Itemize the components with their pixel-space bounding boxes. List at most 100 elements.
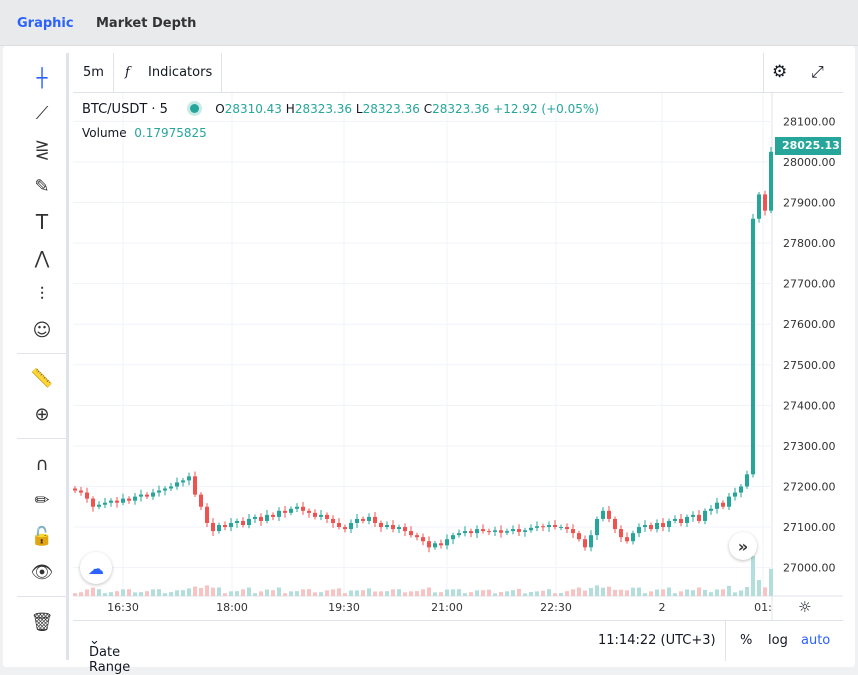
candle-body bbox=[751, 218, 755, 475]
candle-body bbox=[103, 502, 107, 505]
emoji-icon[interactable]: ☺ bbox=[32, 319, 52, 341]
candle-body bbox=[763, 194, 767, 211]
eye-icon[interactable]: 👁 bbox=[30, 561, 54, 583]
candle-body bbox=[469, 531, 473, 534]
candle-body bbox=[607, 510, 611, 519]
volume-bar bbox=[457, 589, 461, 596]
candle-body bbox=[415, 535, 419, 538]
candle-body bbox=[673, 518, 677, 521]
volume-bar bbox=[175, 590, 179, 596]
settings-icon[interactable]: ⚙ bbox=[772, 62, 788, 82]
volume-bar bbox=[637, 587, 641, 596]
volume-bar bbox=[193, 586, 197, 596]
fullscreen-icon[interactable]: ⤢ bbox=[811, 62, 824, 81]
trash-icon[interactable]: 🗑 bbox=[30, 611, 54, 633]
volume-bar bbox=[265, 589, 269, 596]
candle-body bbox=[517, 529, 521, 532]
volume-bar bbox=[727, 585, 731, 596]
candle-body bbox=[73, 488, 77, 491]
candle-body bbox=[679, 518, 683, 523]
candle-body bbox=[361, 518, 365, 521]
volume-bar bbox=[523, 593, 527, 596]
price-tick: 28100.00 bbox=[783, 115, 836, 128]
volume-bar bbox=[103, 593, 107, 596]
log-toggle[interactable]: log bbox=[768, 633, 788, 648]
volume-bar bbox=[367, 588, 371, 596]
candle-body bbox=[757, 194, 761, 219]
volume-bar bbox=[235, 591, 239, 596]
volume-bar bbox=[505, 591, 509, 596]
price-tick: 27300.00 bbox=[783, 440, 836, 453]
unlock-icon[interactable]: 🔓 bbox=[30, 525, 54, 547]
volume-bar bbox=[685, 589, 689, 596]
candle-body bbox=[373, 516, 377, 523]
percent-toggle[interactable]: % bbox=[740, 633, 753, 648]
volume-bar bbox=[571, 589, 575, 596]
volume-bar bbox=[139, 592, 143, 596]
volume-bar bbox=[529, 592, 533, 596]
candle-body bbox=[649, 525, 653, 530]
candle-body bbox=[577, 533, 581, 540]
time-tick: 16:30 bbox=[107, 601, 139, 614]
crosshair-icon[interactable]: ┼ bbox=[36, 67, 48, 89]
prediction-icon[interactable]: ⫶ bbox=[39, 283, 45, 305]
volume-bar bbox=[85, 589, 89, 596]
text-tool-icon[interactable]: T bbox=[35, 210, 49, 234]
tab-market-depth[interactable]: Market Depth bbox=[96, 16, 197, 31]
axis-settings-icon[interactable]: ☼ bbox=[798, 598, 812, 616]
volume-bar bbox=[631, 587, 635, 596]
volume-bar bbox=[355, 590, 359, 596]
price-chart[interactable]: 28100.00 28000.00 27900.00 27800.00 27700.00… bbox=[73, 93, 843, 620]
time-tick: 21:00 bbox=[431, 601, 463, 614]
last-price-tag: 28025.13 bbox=[775, 137, 841, 155]
candle-body bbox=[313, 512, 317, 517]
volume-bar bbox=[475, 590, 479, 596]
candle-body bbox=[601, 510, 605, 519]
interval-button[interactable]: 5m bbox=[83, 65, 104, 80]
brush-icon[interactable]: ✎ bbox=[34, 175, 50, 197]
volume-bar bbox=[115, 591, 119, 596]
candle-body bbox=[571, 529, 575, 534]
lock-drawings-icon[interactable]: ✏ bbox=[34, 489, 50, 511]
tab-graphic[interactable]: Graphic bbox=[17, 16, 74, 31]
fib-tool-icon[interactable]: ⋛ bbox=[34, 139, 50, 161]
volume-bar bbox=[607, 586, 611, 596]
auto-toggle[interactable]: auto bbox=[801, 633, 831, 648]
trend-line-icon[interactable]: ⟋ bbox=[35, 102, 49, 124]
indicators-button[interactable]: Indicators bbox=[148, 65, 213, 80]
volume-bar bbox=[421, 589, 425, 596]
volume-bar bbox=[73, 593, 77, 596]
candle-body bbox=[229, 522, 233, 528]
logo-button[interactable]: ☁ bbox=[80, 552, 112, 584]
candle-body bbox=[691, 514, 695, 517]
candle-body bbox=[271, 514, 275, 517]
candle-body bbox=[355, 518, 359, 523]
date-range-button[interactable]: Date Range ⌄ bbox=[89, 633, 131, 675]
volume-bar bbox=[541, 590, 545, 596]
volume-bar bbox=[403, 592, 407, 596]
candle-body bbox=[277, 510, 281, 517]
volume-bar bbox=[763, 587, 767, 596]
price-tick: 27800.00 bbox=[783, 237, 836, 250]
candle-body bbox=[703, 510, 707, 521]
volume-bar bbox=[469, 592, 473, 596]
volume-bar bbox=[511, 590, 515, 596]
candle-body bbox=[541, 526, 545, 528]
pattern-icon[interactable]: ⋀ bbox=[34, 247, 50, 269]
candle-body bbox=[337, 522, 341, 528]
magnet-icon[interactable]: ∩ bbox=[35, 453, 49, 475]
candle-body bbox=[559, 527, 563, 529]
scroll-to-realtime-button[interactable]: » bbox=[729, 532, 757, 560]
candle-body bbox=[727, 496, 731, 507]
volume-bar bbox=[151, 589, 155, 596]
zoom-in-icon[interactable]: ⊕ bbox=[34, 403, 50, 425]
volume-bar bbox=[415, 591, 419, 596]
ruler-icon[interactable]: 📏 bbox=[30, 367, 54, 389]
candle-body bbox=[439, 543, 443, 546]
volume-bar bbox=[379, 591, 383, 596]
volume-bar bbox=[601, 587, 605, 596]
volume-bar bbox=[451, 589, 455, 596]
time-tick: 01: bbox=[754, 601, 772, 614]
clock: 11:14:22 (UTC+3) bbox=[598, 633, 716, 648]
price-tick: 27200.00 bbox=[783, 480, 836, 493]
